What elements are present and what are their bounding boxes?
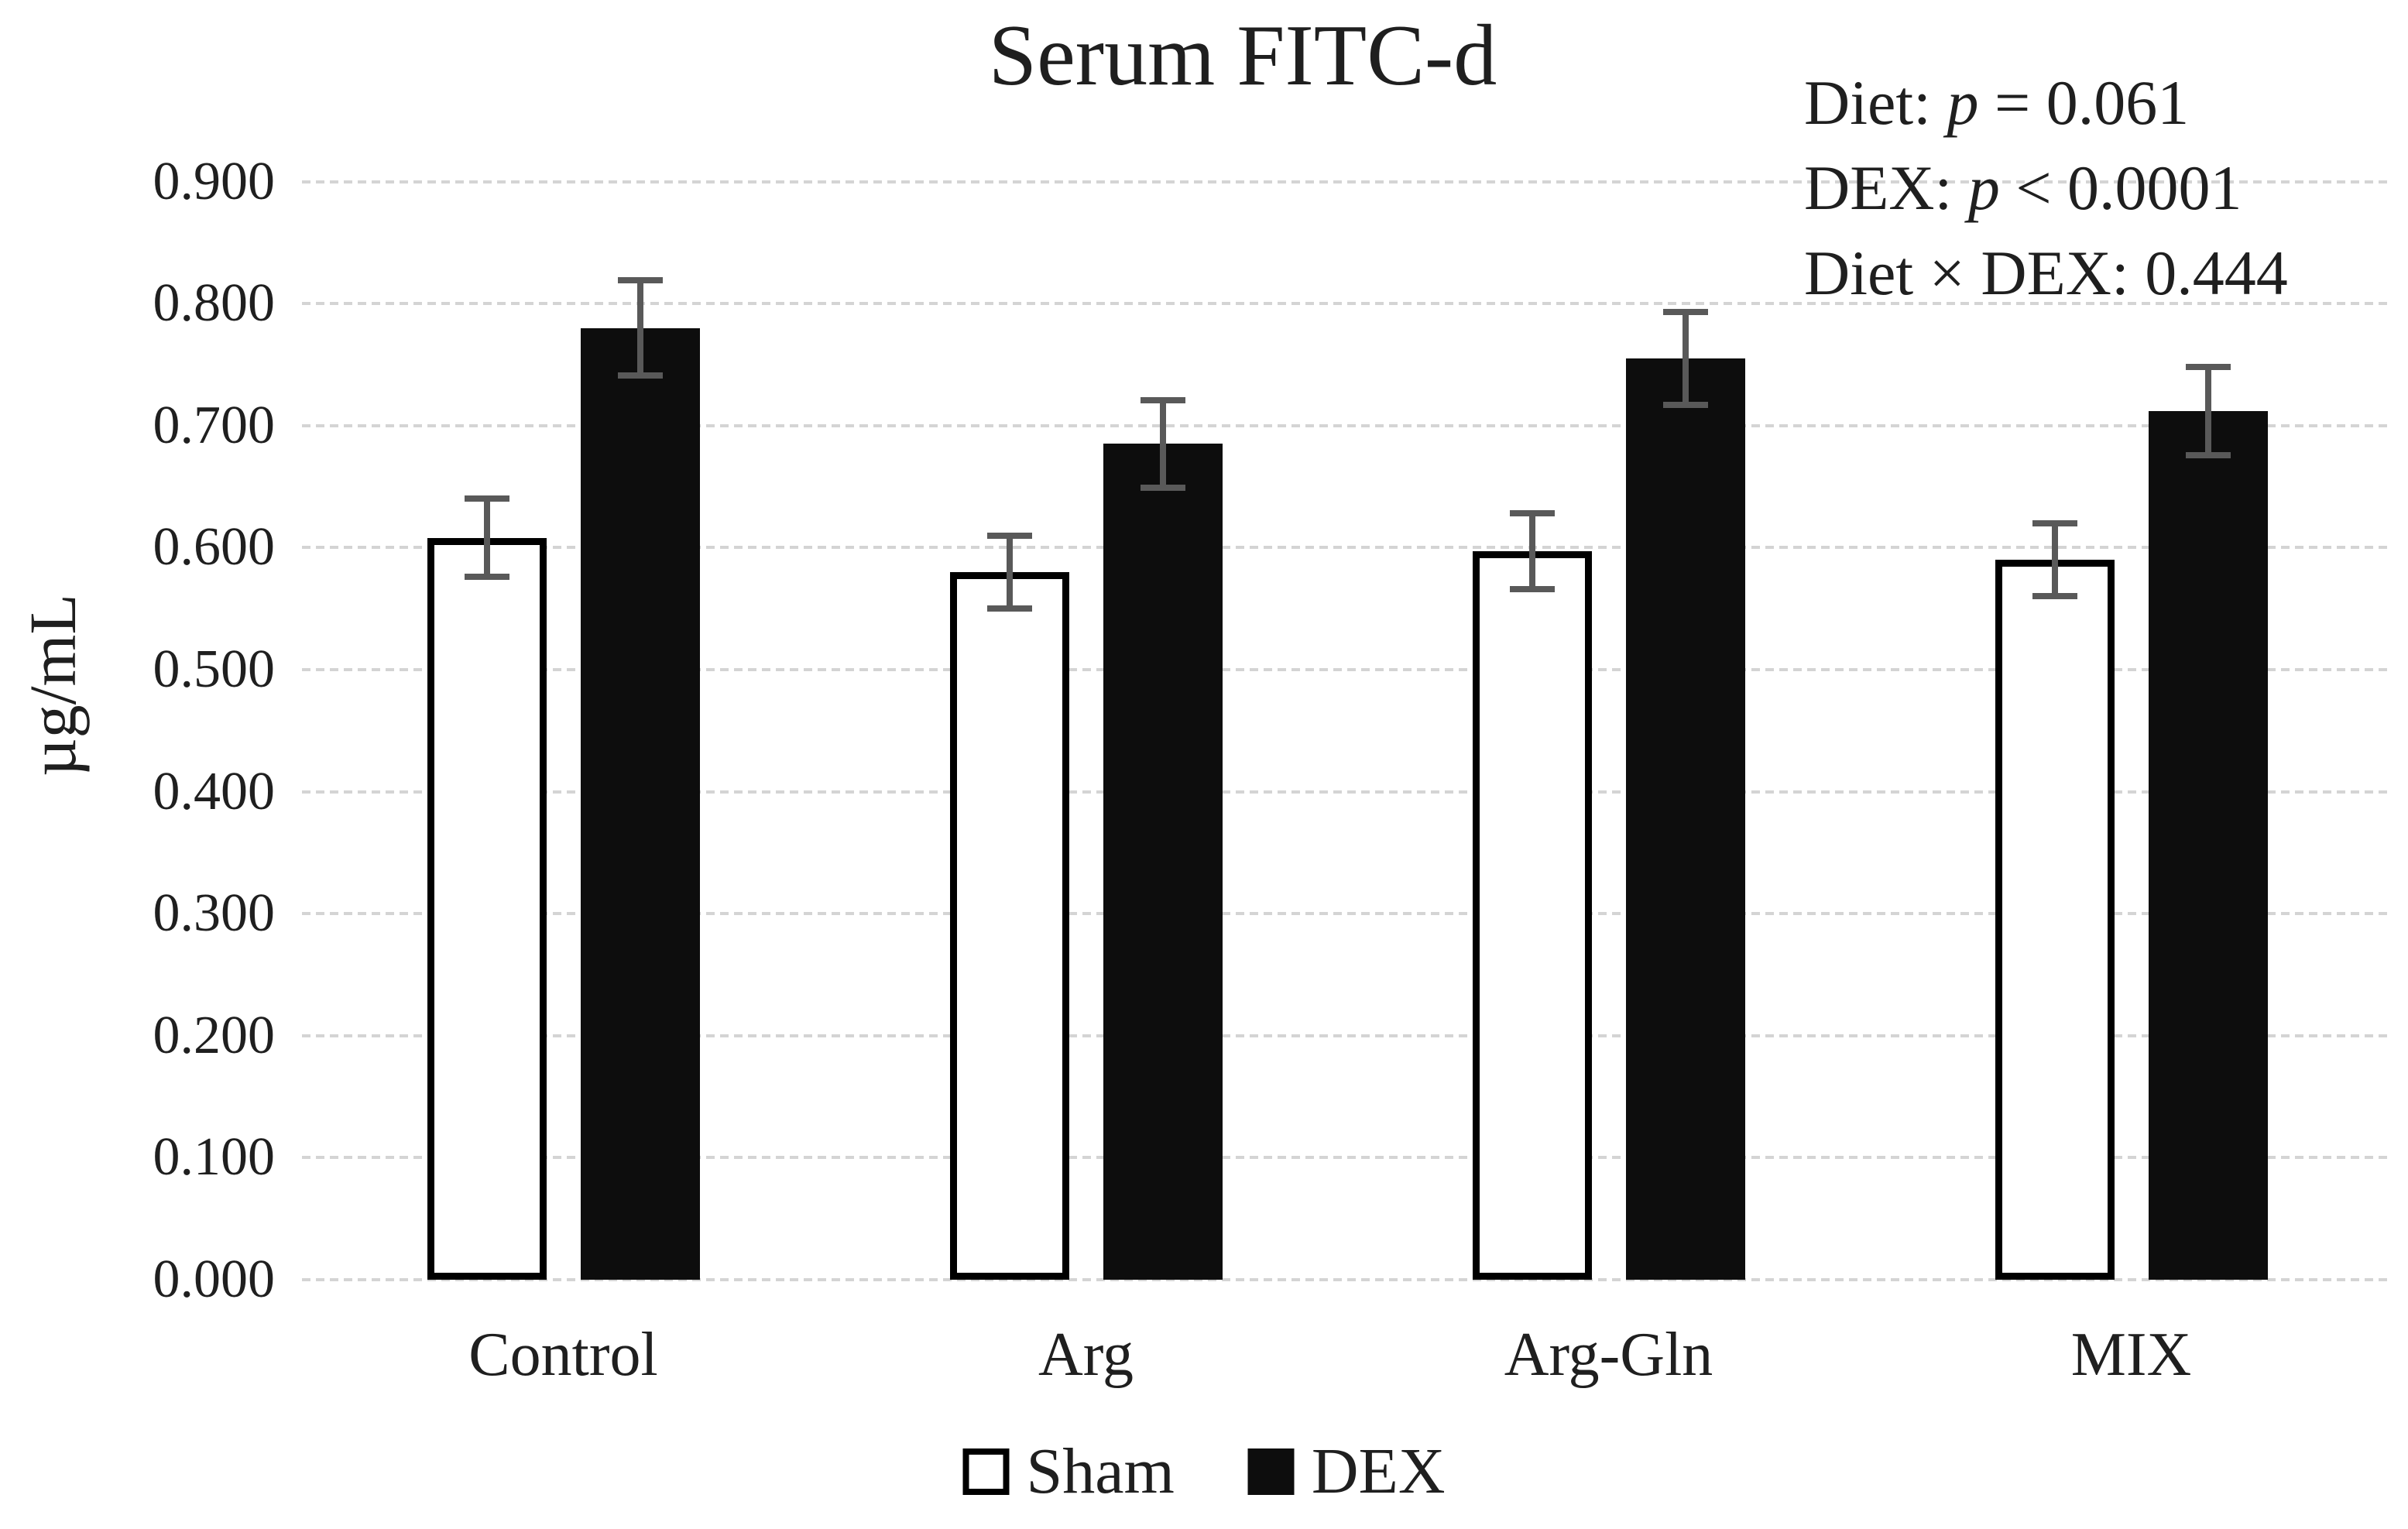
bar-dex-control (580, 327, 700, 1280)
bar-sham-mix (1995, 560, 2115, 1280)
error-bar-stem (1528, 513, 1535, 589)
bar-dex-mix (2148, 410, 2268, 1280)
bar-sham-control (427, 537, 547, 1280)
error-bar-cap (2032, 593, 2077, 600)
error-bar-cap (464, 574, 509, 581)
x-category-label: MIX (2070, 1321, 2192, 1389)
bar-sham-arg-gln (1472, 551, 1592, 1280)
error-bar-cap (2032, 519, 2077, 526)
bar-dex-arg (1103, 444, 1223, 1280)
error-bar-cap (1140, 485, 1185, 492)
y-tick-label: 0.300 (153, 883, 276, 944)
annotation-dex: DEX: p < 0.0001 (1804, 153, 2242, 223)
error-bar-cap (2185, 364, 2231, 371)
y-tick-label: 0.700 (153, 395, 276, 455)
error-bar-cap (464, 495, 509, 502)
legend-label-sham: Sham (1026, 1435, 1175, 1507)
gridline-0.200 (302, 1034, 2393, 1037)
gridline-0.800 (302, 302, 2393, 306)
y-tick-label: 0.600 (153, 517, 276, 578)
gridline-0.100 (302, 1156, 2393, 1160)
error-bar-cap (617, 277, 663, 284)
error-bar-stem (1159, 399, 1166, 489)
y-tick-label: 0.100 (153, 1127, 276, 1188)
dex-swatch-icon (1247, 1448, 1295, 1495)
chart-title: Serum FITC-d (988, 8, 1497, 104)
gridline-0.600 (302, 546, 2393, 550)
gridline-0.400 (302, 790, 2393, 794)
error-bar-cap (617, 372, 663, 379)
error-bar-stem (1682, 312, 1689, 405)
error-bar-cap (1140, 396, 1185, 403)
bar-sham-arg (949, 571, 1069, 1280)
gridline-0.000 (302, 1278, 2393, 1281)
error-bar-stem (2051, 523, 2058, 597)
gridline-0.500 (302, 668, 2393, 671)
x-category-label: Control (468, 1321, 658, 1389)
error-bar-cap (1662, 309, 1708, 316)
annotation-interaction: Diet × DEX: 0.444 (1804, 238, 2288, 308)
bar-dex-arg-gln (1625, 358, 1745, 1280)
error-bar-stem (2204, 367, 2211, 455)
stat-annotations: Diet: p = 0.061 DEX: p < 0.0001 Diet × D… (1804, 60, 2288, 316)
error-bar-cap (2185, 451, 2231, 458)
error-bar-stem (636, 280, 643, 376)
sham-swatch-icon (962, 1448, 1010, 1495)
error-bar-stem (483, 499, 490, 578)
error-bar-cap (986, 605, 1032, 612)
error-bar-stem (1006, 535, 1013, 609)
legend-item-dex: DEX (1247, 1434, 1446, 1509)
gridline-0.900 (302, 180, 2393, 183)
error-bar-cap (1509, 585, 1555, 592)
y-tick-label: 0.400 (153, 761, 276, 821)
gridline-0.300 (302, 912, 2393, 916)
y-tick-label: 0.800 (153, 273, 276, 334)
error-bar-cap (986, 532, 1032, 539)
legend: Sham DEX (962, 1434, 1446, 1509)
x-category-label: Arg-Gln (1504, 1321, 1713, 1389)
error-bar-cap (1509, 510, 1555, 517)
y-tick-label: 0.500 (153, 639, 276, 699)
x-category-label: Arg (1038, 1321, 1134, 1389)
gridline-0.700 (302, 423, 2393, 427)
y-tick-label: 0.000 (153, 1250, 276, 1309)
error-bar-cap (1662, 402, 1708, 408)
y-tick-label: 0.200 (153, 1005, 276, 1065)
annotation-diet: Diet: p = 0.061 (1804, 67, 2190, 138)
legend-label-dex: DEX (1311, 1435, 1446, 1507)
y-tick-label: 0.900 (153, 151, 276, 211)
legend-item-sham: Sham (962, 1434, 1175, 1509)
